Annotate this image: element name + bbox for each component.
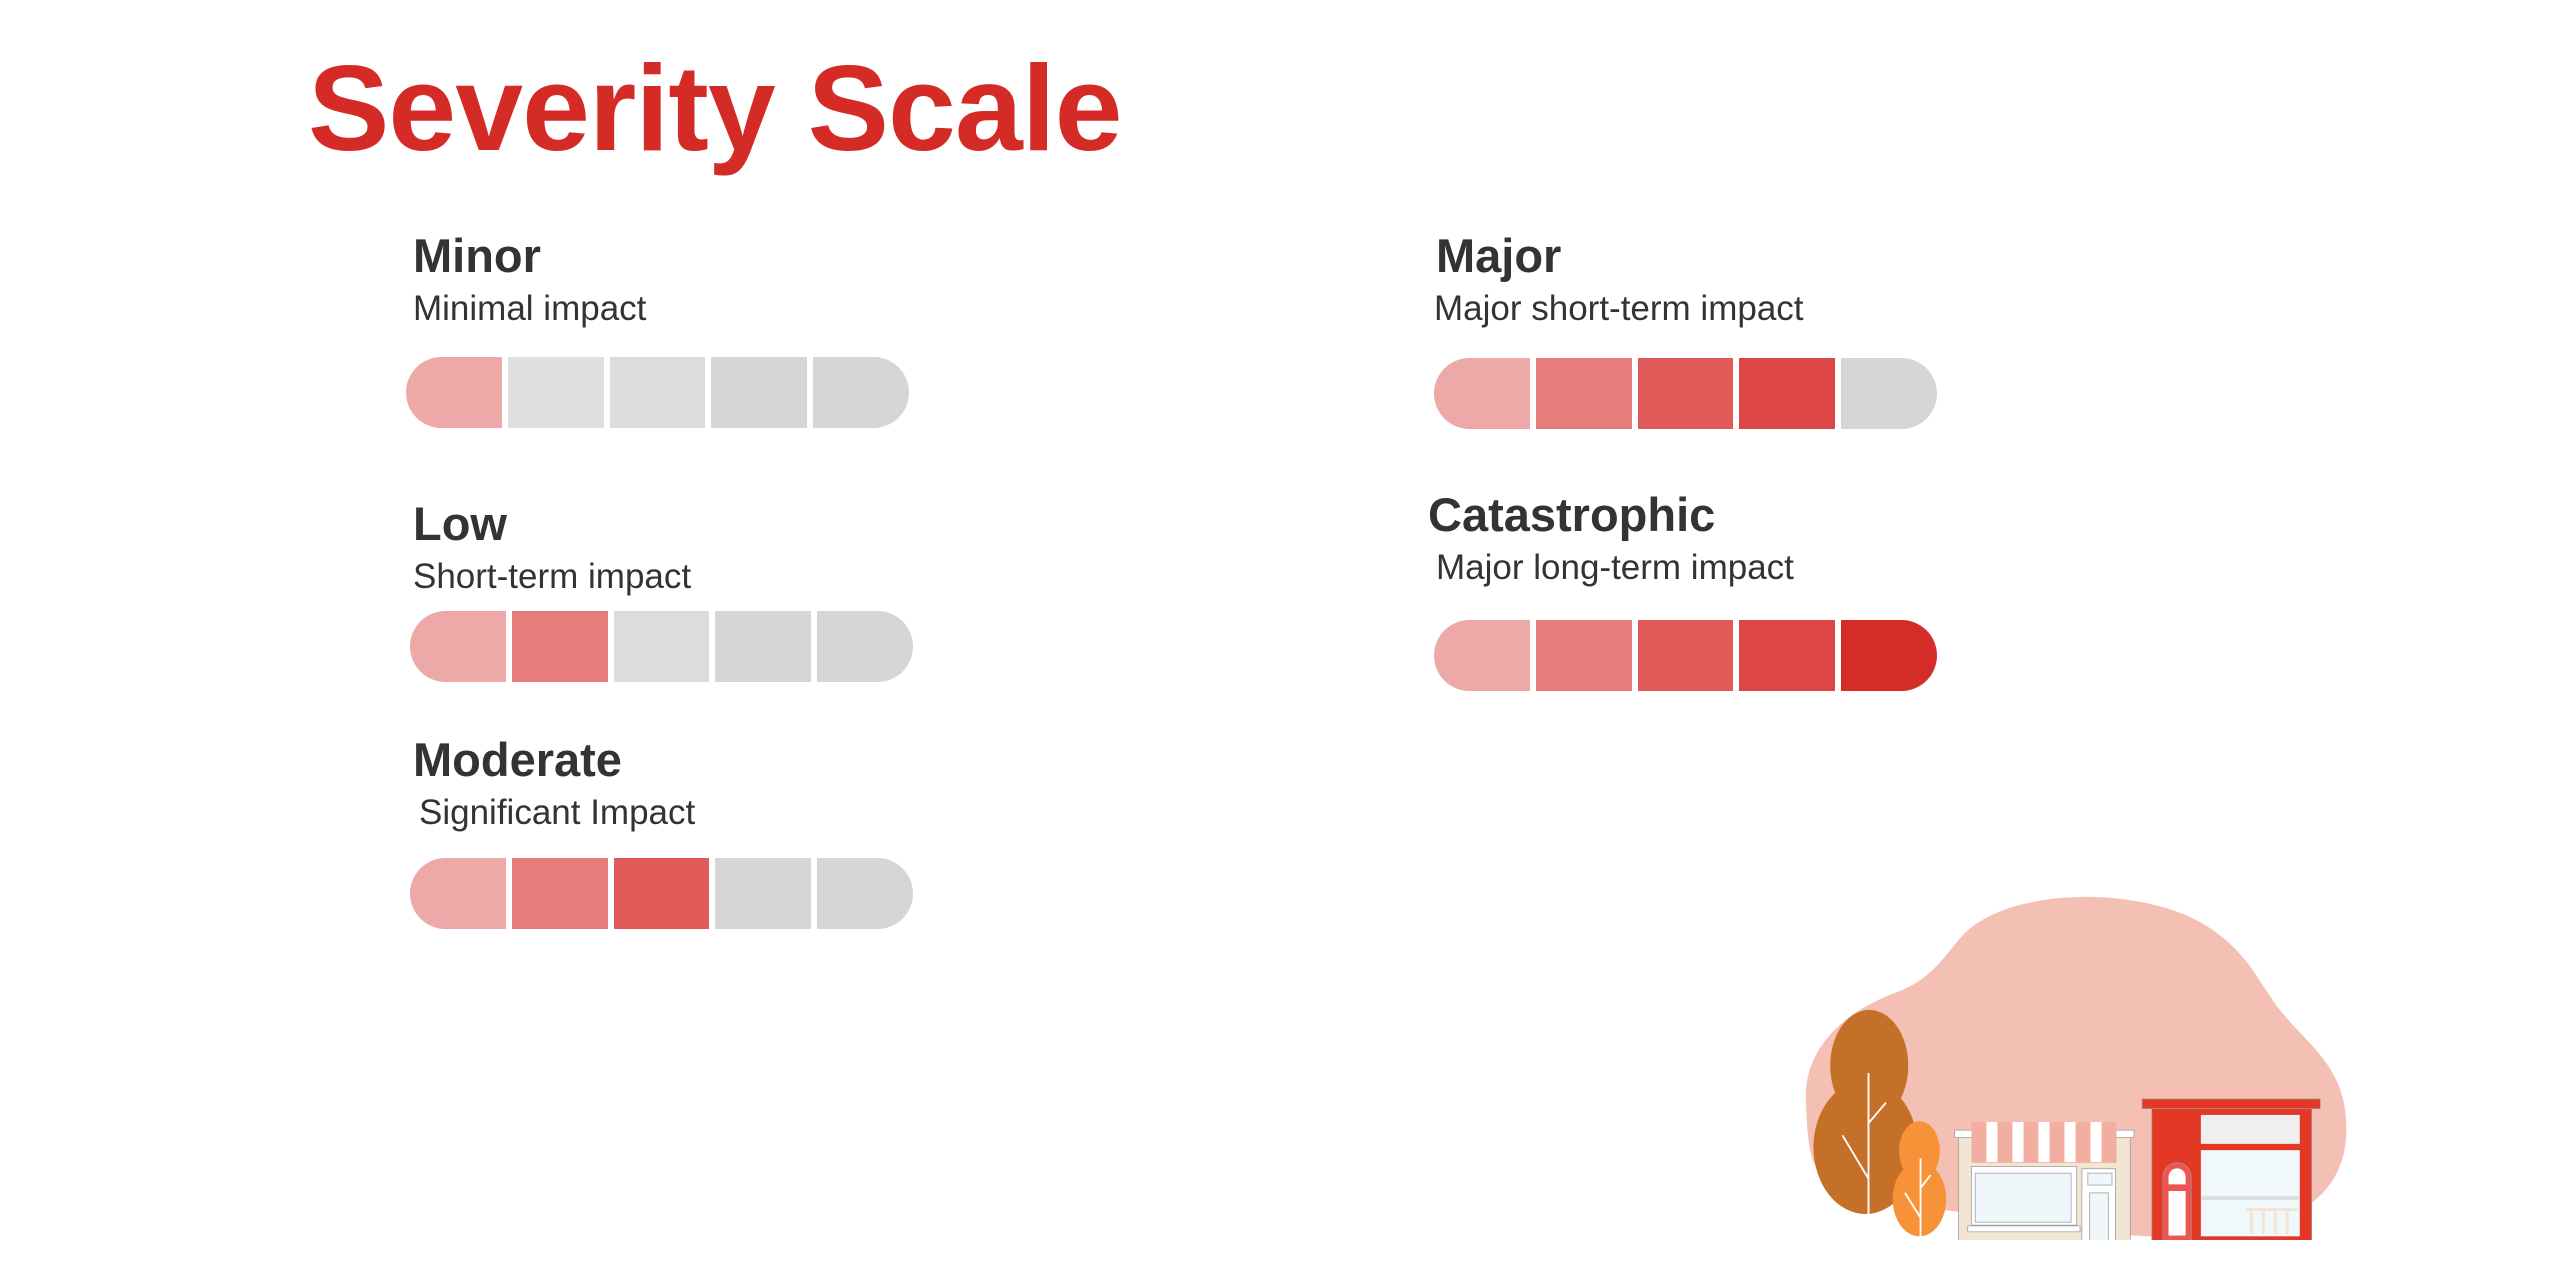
- empty-segment: [715, 611, 812, 682]
- filled-segment: [511, 858, 608, 929]
- level-description: Major long-term impact: [1436, 548, 1794, 587]
- filled-segment: [1434, 358, 1530, 429]
- level-minor: Minor Minimal impact: [413, 228, 933, 329]
- filled-segment: [613, 858, 710, 929]
- empty-segment: [817, 611, 913, 682]
- level-name: Catastrophic: [1428, 488, 1716, 541]
- level-major: Major Major short-term impact: [1434, 228, 1956, 329]
- empty-segment: [613, 611, 710, 682]
- level-low: Low Short-term impact: [413, 496, 933, 597]
- level-name: Major: [1436, 229, 1562, 282]
- filled-segment: [1841, 620, 1937, 691]
- empty-segment: [609, 357, 706, 428]
- severity-bar-low: [410, 611, 913, 682]
- filled-segment: [1637, 620, 1734, 691]
- empty-segment: [1841, 358, 1937, 429]
- filled-segment: [1434, 620, 1530, 691]
- filled-segment: [1637, 358, 1734, 429]
- filled-segment: [1535, 620, 1632, 691]
- level-description: Major short-term impact: [1434, 289, 1804, 328]
- level-name: Moderate: [413, 733, 622, 786]
- level-description: Minimal impact: [413, 289, 647, 328]
- level-description: Significant Impact: [419, 793, 696, 832]
- filled-segment: [410, 611, 506, 682]
- level-moderate: Moderate Significant Impact: [413, 732, 933, 833]
- tree-large-icon: [1813, 1009, 1918, 1233]
- level-name: Low: [413, 497, 507, 550]
- filled-segment: [1739, 358, 1836, 429]
- shop-red-icon: [2141, 1098, 2321, 1240]
- severity-bar-minor: [406, 357, 909, 428]
- severity-bar-catastrophic: [1434, 620, 1937, 691]
- tree-small-icon: [1892, 1121, 1947, 1240]
- empty-segment: [507, 357, 604, 428]
- shop-cream-icon: [1954, 1121, 2135, 1240]
- level-description: Short-term impact: [413, 557, 692, 596]
- empty-segment: [813, 357, 909, 428]
- severity-bar-moderate: [410, 858, 913, 929]
- level-name: Minor: [413, 229, 541, 282]
- level-catastrophic: Catastrophic Major long-term impact: [1428, 487, 1948, 588]
- filled-segment: [1535, 358, 1632, 429]
- empty-segment: [817, 858, 913, 929]
- severity-bar-major: [1434, 358, 1937, 429]
- filled-segment: [1739, 620, 1836, 691]
- filled-segment: [410, 858, 506, 929]
- empty-segment: [711, 357, 808, 428]
- page-title: Severity Scale: [308, 40, 1122, 176]
- filled-segment: [511, 611, 608, 682]
- filled-segment: [406, 357, 502, 428]
- storefront-illustration: [1805, 896, 2347, 1240]
- empty-segment: [715, 858, 812, 929]
